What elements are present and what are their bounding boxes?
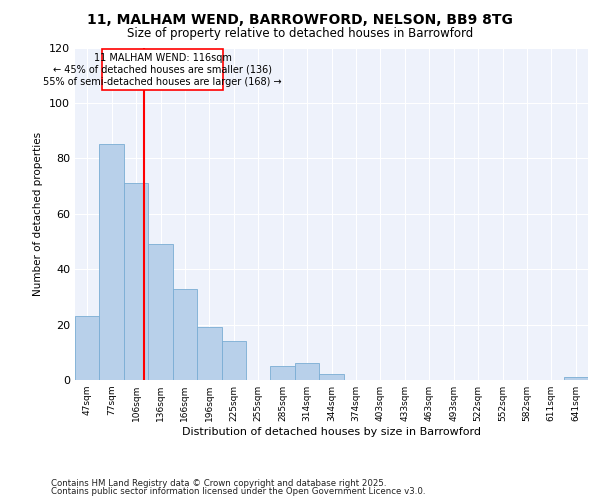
Text: ← 45% of detached houses are smaller (136): ← 45% of detached houses are smaller (13…	[53, 65, 272, 75]
Bar	[173, 288, 197, 380]
Bar	[197, 328, 221, 380]
Bar	[221, 341, 246, 380]
Y-axis label: Number of detached properties: Number of detached properties	[34, 132, 43, 296]
Bar	[295, 364, 319, 380]
Text: Contains public sector information licensed under the Open Government Licence v3: Contains public sector information licen…	[51, 487, 425, 496]
Bar	[271, 366, 295, 380]
Text: 11, MALHAM WEND, BARROWFORD, NELSON, BB9 8TG: 11, MALHAM WEND, BARROWFORD, NELSON, BB9…	[87, 12, 513, 26]
Bar	[148, 244, 173, 380]
Text: 11 MALHAM WEND: 116sqm: 11 MALHAM WEND: 116sqm	[94, 53, 232, 63]
Bar	[319, 374, 344, 380]
Bar	[100, 144, 124, 380]
Bar	[124, 184, 148, 380]
Text: Size of property relative to detached houses in Barrowford: Size of property relative to detached ho…	[127, 28, 473, 40]
Bar	[75, 316, 100, 380]
Text: 55% of semi-detached houses are larger (168) →: 55% of semi-detached houses are larger (…	[43, 77, 282, 87]
Text: Contains HM Land Registry data © Crown copyright and database right 2025.: Contains HM Land Registry data © Crown c…	[51, 478, 386, 488]
X-axis label: Distribution of detached houses by size in Barrowford: Distribution of detached houses by size …	[182, 427, 481, 437]
FancyBboxPatch shape	[103, 49, 223, 90]
Bar	[563, 377, 588, 380]
